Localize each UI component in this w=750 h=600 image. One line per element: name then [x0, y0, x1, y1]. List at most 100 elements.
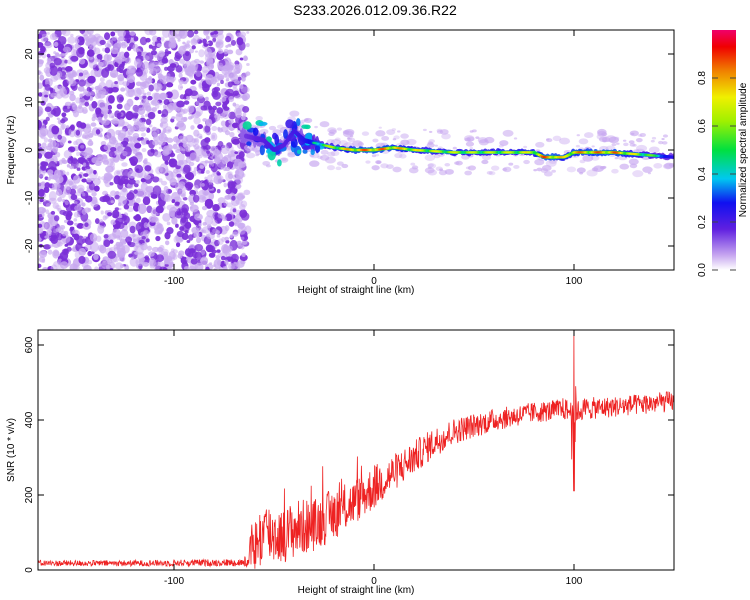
spectrogram-noise-blob	[217, 127, 224, 133]
spectrogram-halo-blob	[376, 160, 381, 164]
spectrogram-noise-blob	[230, 253, 239, 263]
spectrogram-noise-blob	[166, 144, 173, 151]
spectrogram-noise-blob	[164, 240, 170, 246]
spectrogram-noise-blob	[53, 215, 60, 222]
spectrogram-halo-blob	[566, 166, 577, 173]
spectrogram-noise-blob	[103, 53, 110, 62]
spectrogram-noise-blob	[116, 103, 123, 110]
spectrogram-noise-blob	[151, 126, 157, 132]
spectrogram-noise-blob	[203, 30, 210, 36]
spectrogram-noise-blob	[240, 212, 250, 221]
spectrogram-noise-blob	[108, 150, 115, 158]
spectrogram-halo-blob	[341, 163, 349, 169]
spectrogram-noise-blob	[161, 109, 169, 117]
spectrogram-noise-blob	[192, 144, 197, 148]
spectrogram-noise-blob	[40, 164, 47, 171]
spectrogram-halo-blob	[508, 162, 514, 166]
spectrogram-noise-blob	[126, 65, 136, 74]
spectrogram-noise-blob	[50, 264, 58, 270]
spectrogram-halo-blob	[586, 169, 598, 177]
spectrogram-noise-blob	[220, 144, 230, 155]
spectrogram-halo-blob	[599, 165, 606, 170]
spectrogram-noise-blob	[229, 154, 237, 163]
spectrogram-noise-blob	[142, 196, 151, 206]
spectrogram-ridge-patch	[259, 145, 265, 156]
spectrogram-noise-blob	[205, 266, 210, 270]
spectrogram-noise-blob	[43, 37, 49, 42]
spectrogram-noise-blob	[204, 96, 209, 101]
spectrogram-noise-blob	[135, 197, 141, 204]
spectrogram-noise-blob	[154, 151, 163, 158]
spectrogram-halo-blob	[320, 149, 329, 155]
spectrogram-noise-blob	[179, 86, 184, 89]
spectrogram-noise-blob	[61, 30, 67, 35]
spectrogram-noise-blob	[226, 202, 233, 208]
spectrogram-noise-blob	[65, 125, 70, 129]
spectrogram-halo-blob	[619, 163, 630, 170]
spectrogram-noise-blob	[126, 98, 134, 107]
spectrogram-halo-blob	[464, 137, 471, 142]
spectrogram-noise-blob	[73, 233, 80, 241]
spectrogram-noise-blob	[193, 30, 199, 35]
spectrogram-ridge-patch	[296, 149, 302, 155]
spectrogram-halo-blob	[259, 128, 269, 135]
spectrogram-noise-blob	[132, 132, 140, 139]
spectrogram-noise-blob	[120, 229, 129, 238]
spectrogram-ridge-patch	[277, 159, 282, 167]
spectrogram-noise-blob	[49, 140, 57, 148]
spectrogram-halo-blob	[303, 117, 313, 124]
spectrogram-noise-blob	[38, 70, 42, 75]
spectrogram-noise-blob	[103, 239, 111, 248]
spectrogram-noise-blob	[242, 92, 251, 100]
spectrogram-noise-blob	[148, 84, 154, 92]
spectrogram-noise-blob	[63, 105, 68, 110]
spectrogram-noise-blob	[85, 41, 91, 46]
spectrogram-noise-blob	[42, 119, 48, 126]
spectrogram-noise-blob	[122, 240, 127, 244]
spectrogram-noise-blob	[177, 189, 187, 197]
spectrogram-noise-blob	[54, 53, 60, 59]
spectrogram-noise-blob	[38, 106, 44, 116]
spectrogram-noise-blob	[142, 95, 147, 99]
spectrogram-noise-blob	[117, 30, 126, 38]
spectrogram-noise-blob	[168, 158, 175, 164]
spectrogram-halo-blob	[502, 166, 512, 173]
spectrogram-noise-blob	[148, 44, 153, 49]
spectrogram-halo-blob	[246, 152, 256, 159]
spectrogram-noise-blob	[69, 188, 77, 196]
spectrogram-noise-blob	[107, 266, 111, 269]
spectrogram-noise-blob	[61, 112, 67, 118]
spectrogram-x-tick-label: 100	[566, 276, 583, 287]
spectrogram-noise-blob	[186, 40, 191, 44]
spectrogram-noise-blob	[178, 122, 186, 131]
spectrogram-noise-blob	[204, 144, 211, 151]
spectrogram-noise-blob	[205, 74, 215, 85]
spectrogram-noise-blob	[174, 201, 180, 207]
spectrogram-halo-blob	[381, 135, 390, 141]
spectrogram-noise-blob	[94, 266, 99, 270]
spectrogram-noise-blob	[71, 157, 78, 164]
spectrogram-noise-blob	[176, 113, 180, 117]
spectrogram-noise-blob	[85, 91, 92, 97]
spectrogram-halo-blob	[441, 133, 451, 140]
spectrogram-noise-blob	[59, 251, 69, 261]
spectrogram-noise-blob	[91, 100, 98, 109]
spectrogram-halo-blob	[309, 160, 320, 167]
spectrogram-noise-blob	[196, 133, 203, 139]
spectrogram-halo-blob	[535, 141, 545, 148]
spectrogram-noise-blob	[39, 149, 46, 155]
spectrogram-noise-blob	[130, 160, 137, 166]
spectrogram-noise-blob	[126, 38, 131, 44]
spectrogram-halo-blob	[372, 138, 379, 143]
spectrogram-noise-blob	[117, 221, 125, 230]
snr-series-line	[38, 330, 674, 569]
spectrogram-noise-blob	[176, 153, 185, 162]
spectrogram-halo-blob	[650, 139, 655, 143]
spectrogram-halo-blob	[336, 127, 343, 131]
spectrogram-halo-blob	[400, 133, 409, 139]
spectrogram-noise-blob	[183, 43, 191, 49]
spectrogram-noise-blob	[126, 124, 132, 130]
spectrogram-noise-blob	[40, 100, 46, 106]
spectrogram-halo-blob	[545, 159, 557, 167]
spectrogram-noise-blob	[182, 197, 188, 201]
